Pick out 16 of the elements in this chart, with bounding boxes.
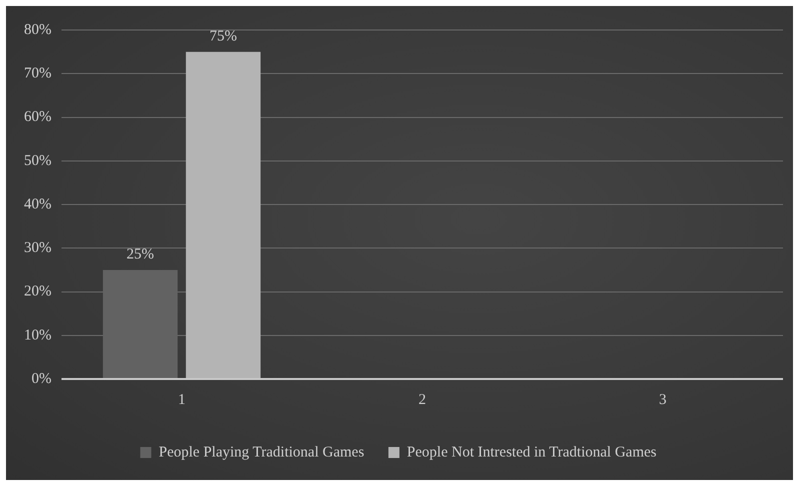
legend-label: People Not Intrested in Tradtional Games (406, 444, 657, 460)
y-tick-label: 40% (24, 196, 52, 212)
x-tick-label: 3 (659, 392, 666, 408)
y-tick-label: 20% (24, 284, 52, 300)
y-tick-label: 10% (24, 327, 52, 344)
x-tick-label: 2 (418, 392, 426, 408)
y-tick-label: 50% (24, 152, 52, 169)
legend-label: People Playing Traditional Games (158, 444, 364, 460)
y-tick-label: 60% (24, 109, 52, 126)
y-tick-label: 30% (24, 240, 52, 256)
y-tick-label: 80% (24, 22, 52, 38)
y-tick-label: 70% (24, 66, 52, 82)
data-label: 25% (126, 246, 154, 262)
y-tick-label: 0% (31, 370, 52, 387)
x-tick-label: 1 (178, 392, 186, 408)
data-label: 75% (209, 28, 237, 44)
